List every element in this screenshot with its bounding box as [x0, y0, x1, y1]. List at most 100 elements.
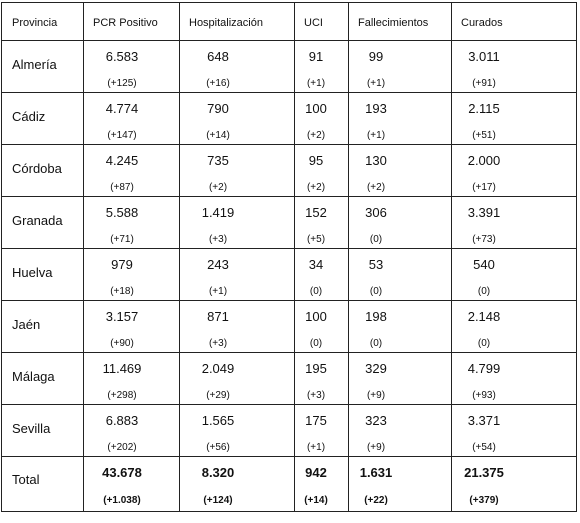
- fallecimientos-daily-change: (+2): [366, 182, 386, 193]
- fallecimientos-daily-change: (+1): [366, 130, 386, 141]
- curados-daily-change: (+379): [469, 495, 499, 506]
- hospitalizacion-cell: 8.320 (+124): [179, 456, 295, 512]
- curados-cell: 3.391 (+73): [451, 196, 577, 249]
- curados-value: 3.371: [467, 413, 501, 428]
- hospitalizacion-cell: 1.565 (+56): [179, 404, 295, 457]
- curados-daily-change: (+93): [472, 390, 496, 401]
- fallecimientos-value: 99: [368, 49, 384, 64]
- uci-daily-change: (+2): [306, 130, 326, 141]
- header-curados: Curados: [451, 2, 577, 41]
- fallecimientos-value: 323: [365, 413, 387, 428]
- pcr-positivo-cell: 4.774 (+147): [83, 92, 180, 145]
- curados-daily-change: (+17): [472, 182, 496, 193]
- pcr-positivo-cell: 6.883 (+202): [83, 404, 180, 457]
- pcr-positivo-daily-change: (+202): [107, 442, 137, 453]
- curados-value: 3.011: [468, 49, 500, 64]
- curados-value: 2.000: [467, 153, 501, 168]
- curados-cell: 2.115 (+51): [451, 92, 577, 145]
- curados-daily-change: (+73): [472, 234, 496, 245]
- pcr-positivo-value: 4.245: [105, 153, 139, 168]
- hospitalizacion-value: 735: [207, 153, 229, 168]
- uci-cell: 95 (+2): [294, 144, 349, 197]
- pcr-positivo-value: 4.774: [105, 101, 139, 116]
- pcr-positivo-value: 6.583: [105, 49, 139, 64]
- uci-daily-change: (0): [309, 286, 323, 297]
- curados-cell: 540 (0): [451, 248, 577, 301]
- uci-daily-change: (+3): [306, 390, 326, 401]
- province-name: Córdoba: [1, 144, 84, 197]
- curados-value: 2.148: [467, 309, 501, 324]
- table-row: Málaga 11.469 (+298) 2.049 (+29) 195 (+3) 329 (+…: [1, 352, 577, 405]
- table-row: Jaén 3.157 (+90) 871 (+3) 100 (0) 198 (0) 2.148 (0…: [1, 300, 577, 353]
- pcr-positivo-daily-change: (+147): [107, 130, 137, 141]
- hospitalizacion-daily-change: (+14): [206, 130, 230, 141]
- uci-cell: 175 (+1): [294, 404, 349, 457]
- hospitalizacion-daily-change: (+124): [203, 495, 233, 506]
- uci-cell: 91 (+1): [294, 40, 349, 93]
- uci-daily-change: (+5): [306, 234, 326, 245]
- hospitalizacion-value: 1.419: [201, 205, 235, 220]
- curados-value: 540: [473, 257, 495, 272]
- fallecimientos-cell: 1.631 (+22): [348, 456, 452, 512]
- province-name: Total: [1, 456, 84, 512]
- province-name: Málaga: [1, 352, 84, 405]
- uci-daily-change: (+2): [306, 182, 326, 193]
- uci-value: 100: [305, 309, 327, 324]
- fallecimientos-daily-change: (+9): [366, 390, 386, 401]
- hospitalizacion-daily-change: (+1): [208, 286, 228, 297]
- pcr-positivo-daily-change: (+71): [110, 234, 134, 245]
- fallecimientos-daily-change: (+1): [366, 78, 386, 89]
- fallecimientos-cell: 53 (0): [348, 248, 452, 301]
- province-name: Cádiz: [1, 92, 84, 145]
- curados-daily-change: (0): [477, 338, 491, 349]
- pcr-positivo-value: 6.883: [105, 413, 139, 428]
- pcr-positivo-daily-change: (+18): [110, 286, 134, 297]
- table-row: Almería 6.583 (+125) 648 (+16) 91 (+1) 99 (+1) 3.…: [1, 40, 577, 93]
- pcr-positivo-cell: 4.245 (+87): [83, 144, 180, 197]
- curados-value: 4.799: [467, 361, 501, 376]
- hospitalizacion-cell: 1.419 (+3): [179, 196, 295, 249]
- hospitalizacion-value: 648: [207, 49, 229, 64]
- fallecimientos-value: 1.631: [359, 465, 393, 480]
- table-row: Huelva 979 (+18) 243 (+1) 34 (0) 53 (0) 540 (0): [1, 248, 577, 301]
- header-pcr-positivo: PCR Positivo: [83, 2, 180, 41]
- hospitalizacion-daily-change: (+3): [208, 234, 228, 245]
- hospitalizacion-value: 2.049: [201, 361, 235, 376]
- hospitalizacion-value: 790: [207, 101, 229, 116]
- uci-value: 95: [308, 153, 324, 168]
- pcr-positivo-value: 11.469: [102, 361, 142, 376]
- table-row: Córdoba 4.245 (+87) 735 (+2) 95 (+2) 130 (+2) 2.0…: [1, 144, 577, 197]
- pcr-positivo-value: 3.157: [105, 309, 139, 324]
- fallecimientos-daily-change: (+9): [366, 442, 386, 453]
- uci-value: 175: [305, 413, 327, 428]
- header-row: Provincia PCR Positivo Hospitalización U…: [1, 2, 577, 41]
- pcr-positivo-cell: 6.583 (+125): [83, 40, 180, 93]
- pcr-positivo-daily-change: (+90): [110, 338, 134, 349]
- pcr-positivo-cell: 3.157 (+90): [83, 300, 180, 353]
- table-row: Sevilla 6.883 (+202) 1.565 (+56) 175 (+1) 323 (+…: [1, 404, 577, 457]
- uci-value: 34: [308, 257, 324, 272]
- fallecimientos-value: 130: [365, 153, 387, 168]
- province-name: Jaén: [1, 300, 84, 353]
- fallecimientos-cell: 99 (+1): [348, 40, 452, 93]
- header-fallecimientos: Fallecimientos: [348, 2, 452, 41]
- uci-daily-change: (+14): [304, 495, 328, 506]
- curados-daily-change: (+54): [472, 442, 496, 453]
- hospitalizacion-cell: 871 (+3): [179, 300, 295, 353]
- hospitalizacion-value: 243: [207, 257, 229, 272]
- fallecimientos-cell: 306 (0): [348, 196, 452, 249]
- fallecimientos-daily-change: (0): [369, 338, 383, 349]
- table-body: Almería 6.583 (+125) 648 (+16) 91 (+1) 99 (+1) 3.…: [1, 40, 577, 512]
- fallecimientos-cell: 323 (+9): [348, 404, 452, 457]
- header-provincia: Provincia: [1, 2, 84, 41]
- uci-cell: 152 (+5): [294, 196, 349, 249]
- uci-value: 91: [308, 49, 324, 64]
- pcr-positivo-cell: 5.588 (+71): [83, 196, 180, 249]
- fallecimientos-daily-change: (0): [369, 286, 383, 297]
- fallecimientos-cell: 198 (0): [348, 300, 452, 353]
- hospitalizacion-daily-change: (+3): [208, 338, 228, 349]
- header-uci: UCI: [294, 2, 349, 41]
- province-name: Huelva: [1, 248, 84, 301]
- table-row: Granada 5.588 (+71) 1.419 (+3) 152 (+5) 306 (0) 3…: [1, 196, 577, 249]
